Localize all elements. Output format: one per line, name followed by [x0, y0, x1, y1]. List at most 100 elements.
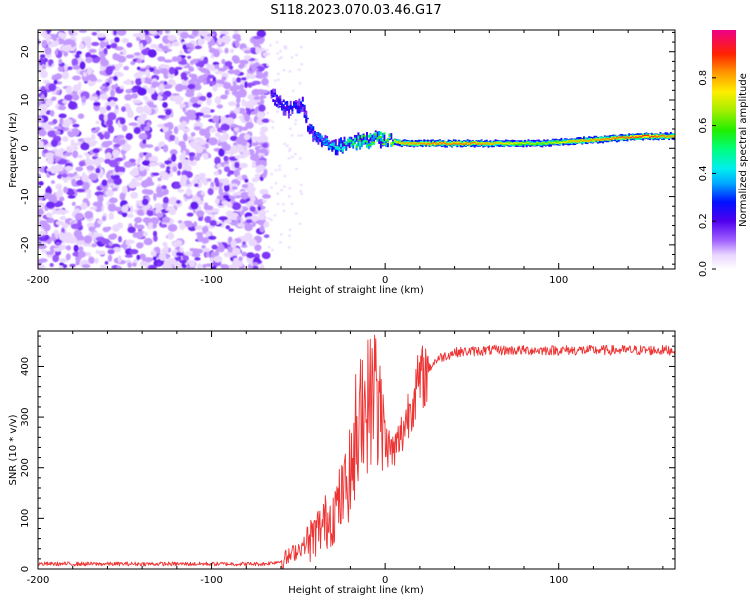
heatmap-cell: [350, 139, 353, 144]
heatmap-cell: [68, 101, 78, 110]
heatmap-cell: [228, 228, 234, 232]
heatmap-cell: [38, 202, 45, 209]
heatmap-cell: [260, 89, 269, 94]
heatmap-cell: [122, 48, 127, 56]
heatmap-cell: [277, 100, 280, 104]
heatmap-cell: [185, 188, 192, 197]
heatmap-cell: [392, 145, 395, 147]
heatmap-cell: [151, 92, 159, 101]
heatmap-cell: [141, 198, 149, 206]
heatmap-cell: [381, 133, 384, 139]
heatmap-cell: [212, 61, 220, 66]
colorbar: 0.0 0.2 0.4 0.6 0.8 Normalized spectral ampl…: [698, 30, 749, 277]
heatmap-cell: [303, 108, 306, 117]
heatmap-cell: [130, 61, 136, 66]
heatmap-cell: [399, 142, 401, 144]
heatmap-cell: [659, 135, 662, 137]
heatmap-cell: [54, 151, 62, 157]
heatmap-cell: [177, 162, 183, 170]
heatmap-cell: [100, 93, 109, 101]
heatmap-cell: [107, 112, 117, 121]
heatmap-cell: [221, 76, 227, 81]
heatmap-cell: [275, 103, 278, 107]
heatmap-cell: [287, 107, 290, 114]
heatmap-cell: [296, 111, 299, 114]
heatmap-cell: [212, 186, 219, 191]
heatmap-cell: [59, 216, 66, 221]
heatmap-cell: [633, 137, 636, 139]
heatmap-cell: [248, 238, 258, 247]
heatmap-cell: [158, 43, 164, 49]
heatmap-cell: [524, 142, 526, 144]
heatmap-cell: [58, 125, 62, 130]
heatmap-cell: [456, 141, 459, 144]
heatmap-cell: [198, 139, 207, 146]
heatmap-cell: [591, 138, 594, 140]
heatmap-cell: [191, 143, 201, 150]
heatmap-cell: [292, 89, 295, 93]
heatmap-cell: [40, 54, 46, 59]
heatmap-cell: [324, 141, 327, 146]
heatmap-cell: [117, 166, 126, 173]
heatmap-cell: [295, 53, 298, 57]
heatmap-cell: [347, 141, 349, 143]
heatmap-cell: [282, 203, 285, 206]
heatmap-cell: [250, 154, 260, 162]
heatmap-cell: [259, 225, 265, 233]
y-tick-label: 0: [20, 566, 31, 572]
heatmap-cell: [93, 101, 101, 107]
heatmap-cell: [638, 136, 641, 138]
heatmap-cell: [76, 220, 82, 227]
heatmap-cell: [607, 138, 610, 140]
heatmap-cell: [315, 136, 318, 142]
heatmap-cell: [308, 126, 311, 130]
heatmap-cell: [289, 114, 292, 116]
heatmap-cell: [170, 81, 176, 86]
heatmap-cell: [340, 137, 342, 144]
heatmap-cell: [487, 142, 490, 145]
heatmap-cell: [140, 113, 148, 119]
heatmap-cell: [532, 143, 535, 145]
heatmap-cell: [376, 137, 379, 139]
heatmap-cell: [45, 201, 55, 209]
heatmap-cell: [583, 139, 585, 141]
heatmap-cell: [66, 190, 75, 196]
heatmap-cell: [99, 133, 104, 140]
heatmap-cell: [113, 174, 120, 179]
heatmap-cell: [234, 195, 242, 199]
heatmap-cell: [536, 142, 539, 144]
heatmap-cell: [619, 136, 622, 138]
heatmap-cell: [40, 70, 48, 79]
heatmap-cell: [88, 256, 95, 264]
heatmap-cell: [588, 140, 591, 142]
heatmap-cell: [329, 143, 332, 146]
heatmap-cell: [68, 234, 74, 242]
heatmap-cell: [298, 105, 301, 112]
heatmap-cell: [72, 94, 80, 101]
heatmap-cell: [215, 121, 220, 129]
heatmap-cell: [555, 141, 558, 144]
heatmap-cell: [506, 142, 509, 145]
heatmap-cell: [182, 107, 187, 113]
heatmap-cell: [270, 92, 273, 94]
heatmap-cell: [263, 234, 270, 239]
heatmap-cell: [64, 165, 74, 171]
heatmap-cell: [562, 141, 565, 143]
heatmap-cell: [407, 143, 410, 146]
heatmap-cell: [281, 103, 283, 109]
heatmap-cell: [101, 141, 111, 148]
heatmap-cell: [98, 113, 105, 122]
heatmap-cell: [442, 142, 445, 145]
heatmap-cell: [498, 142, 500, 144]
heatmap-cell: [274, 181, 278, 185]
heatmap-cell: [70, 139, 75, 144]
heatmap-cell: [105, 67, 113, 76]
heatmap-cell: [133, 126, 141, 135]
heatmap-cell: [218, 135, 223, 141]
heatmap-cell: [157, 56, 166, 62]
heatmap-cell: [150, 44, 158, 49]
heatmap-cell: [388, 136, 391, 138]
heatmap-cell: [381, 143, 384, 146]
heatmap-cell: [197, 100, 203, 105]
